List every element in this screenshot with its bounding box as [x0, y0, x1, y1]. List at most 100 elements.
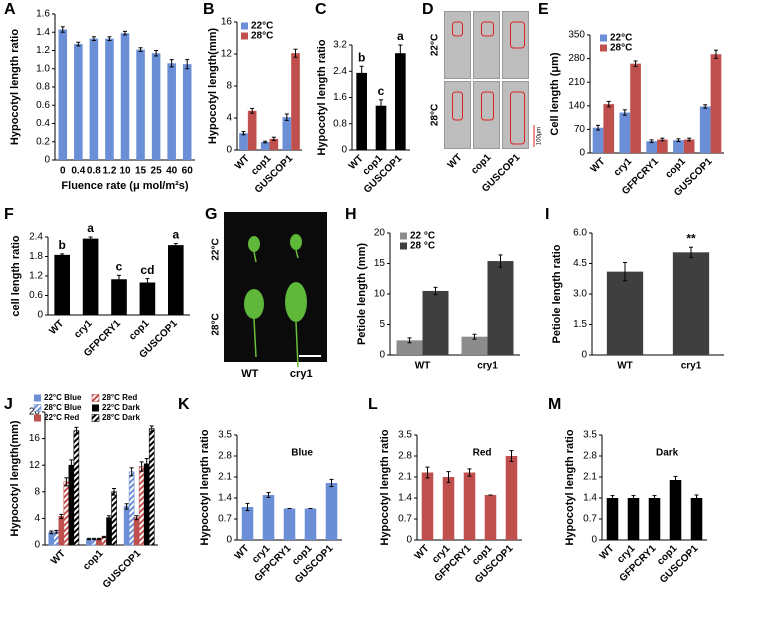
legend-label: 28°C Blue	[44, 403, 82, 412]
error-bar	[91, 537, 96, 541]
bar	[356, 72, 367, 150]
bar	[101, 536, 107, 546]
significance-label: a	[87, 221, 94, 235]
bar	[646, 141, 657, 153]
y-tick-label: 0	[579, 148, 585, 159]
bar	[123, 506, 130, 546]
bar	[619, 112, 631, 153]
bar	[592, 127, 604, 153]
error-bar	[59, 513, 64, 519]
error-bar	[117, 274, 121, 284]
petiole	[295, 321, 299, 368]
bar	[48, 532, 55, 546]
y-tick-label: 1.0	[36, 63, 50, 74]
x-tick-label: 0	[60, 166, 66, 177]
y-tick-label: 1.5	[573, 319, 587, 330]
y-tick-label: 0.7	[218, 514, 232, 525]
error-bar	[88, 236, 93, 241]
y-axis-label: Cell length (μm)	[549, 52, 561, 135]
y-tick-label: 70	[574, 124, 586, 135]
bar	[120, 33, 130, 160]
error-bar	[134, 515, 139, 521]
y-tick-label: 0	[591, 535, 597, 546]
x-tick-label: WT	[589, 156, 608, 175]
bar	[395, 53, 406, 150]
y-tick-label: 3.5	[218, 430, 232, 441]
legend-swatch	[600, 34, 607, 42]
error-bar	[60, 253, 65, 257]
legend-label: 28°C Dark	[102, 413, 140, 422]
legend-swatch	[400, 242, 407, 250]
error-bar	[250, 107, 255, 114]
row-label: 28°C	[211, 313, 222, 335]
error-bar	[660, 137, 665, 142]
error-bar	[102, 535, 107, 539]
x-tick-label: 25	[151, 166, 163, 177]
petiole	[253, 318, 257, 358]
panel-letter: B	[203, 1, 215, 18]
bar	[484, 495, 497, 540]
leaf	[244, 289, 264, 319]
legend-label: 28 °C	[410, 241, 435, 252]
petiole	[295, 249, 299, 259]
cell-outline	[481, 21, 494, 37]
y-tick-label: 0.4	[36, 118, 50, 129]
panel-letter: E	[538, 1, 549, 18]
error-bar	[60, 26, 65, 33]
bar	[603, 104, 615, 153]
bar	[167, 63, 176, 160]
error-bar	[293, 48, 298, 58]
bar	[68, 464, 75, 546]
bar	[82, 238, 99, 315]
bar	[128, 471, 135, 546]
y-tick-label: 210	[568, 77, 585, 88]
bar	[63, 481, 70, 546]
bar	[139, 282, 156, 315]
error-bar	[407, 337, 412, 344]
legend-label: 28°C	[251, 31, 273, 42]
y-tick-label: 0	[44, 155, 50, 166]
y-axis-label: Hypocotyl length ratio	[379, 429, 391, 545]
legend-label: 28°C Red	[102, 393, 137, 402]
legend-swatch	[241, 32, 248, 40]
y-tick-label: 1.6	[36, 9, 50, 20]
y-tick-label: 0	[406, 535, 412, 546]
legend-swatch	[91, 394, 100, 402]
x-tick-label: WT	[413, 543, 432, 562]
y-tick-label: 1.2	[36, 45, 50, 56]
y-axis-label: Petiole length (mm)	[356, 243, 368, 345]
x-tick-label: 0.4	[71, 166, 85, 177]
error-bar	[173, 243, 178, 248]
legend-label: 28°C	[610, 43, 632, 54]
y-axis-label: Hypocotyl length ratio	[9, 29, 21, 145]
error-bar	[139, 461, 144, 472]
panel-letter: I	[545, 206, 549, 223]
error-bar	[379, 99, 383, 113]
y-tick-label: 0	[226, 535, 232, 546]
bar	[630, 63, 641, 153]
y-tick-label: 6.0	[573, 228, 587, 239]
bar	[606, 498, 619, 540]
error-bar	[673, 475, 678, 485]
bar	[73, 430, 80, 546]
legend-label: 22°C	[610, 33, 632, 44]
bar	[463, 472, 476, 540]
error-bar	[107, 515, 112, 521]
condition-label: Blue	[291, 448, 313, 459]
error-bar	[649, 139, 654, 144]
bar	[260, 142, 270, 150]
error-bar	[633, 60, 638, 67]
y-tick-label: 2.1	[583, 472, 597, 483]
x-tick-label: WT	[617, 361, 633, 372]
y-tick-label: 0.8	[36, 82, 50, 93]
error-bar	[623, 261, 627, 282]
x-tick-label: cop1	[664, 156, 689, 181]
y-tick-label: 1.4	[398, 493, 412, 504]
y-tick-label: 0	[37, 310, 43, 321]
y-tick-label: 8	[34, 486, 40, 497]
panel-letter: M	[548, 396, 561, 413]
error-bar	[596, 124, 601, 131]
error-bar	[398, 44, 403, 62]
y-tick-label: 2.4	[333, 66, 347, 77]
error-bar	[687, 137, 692, 142]
